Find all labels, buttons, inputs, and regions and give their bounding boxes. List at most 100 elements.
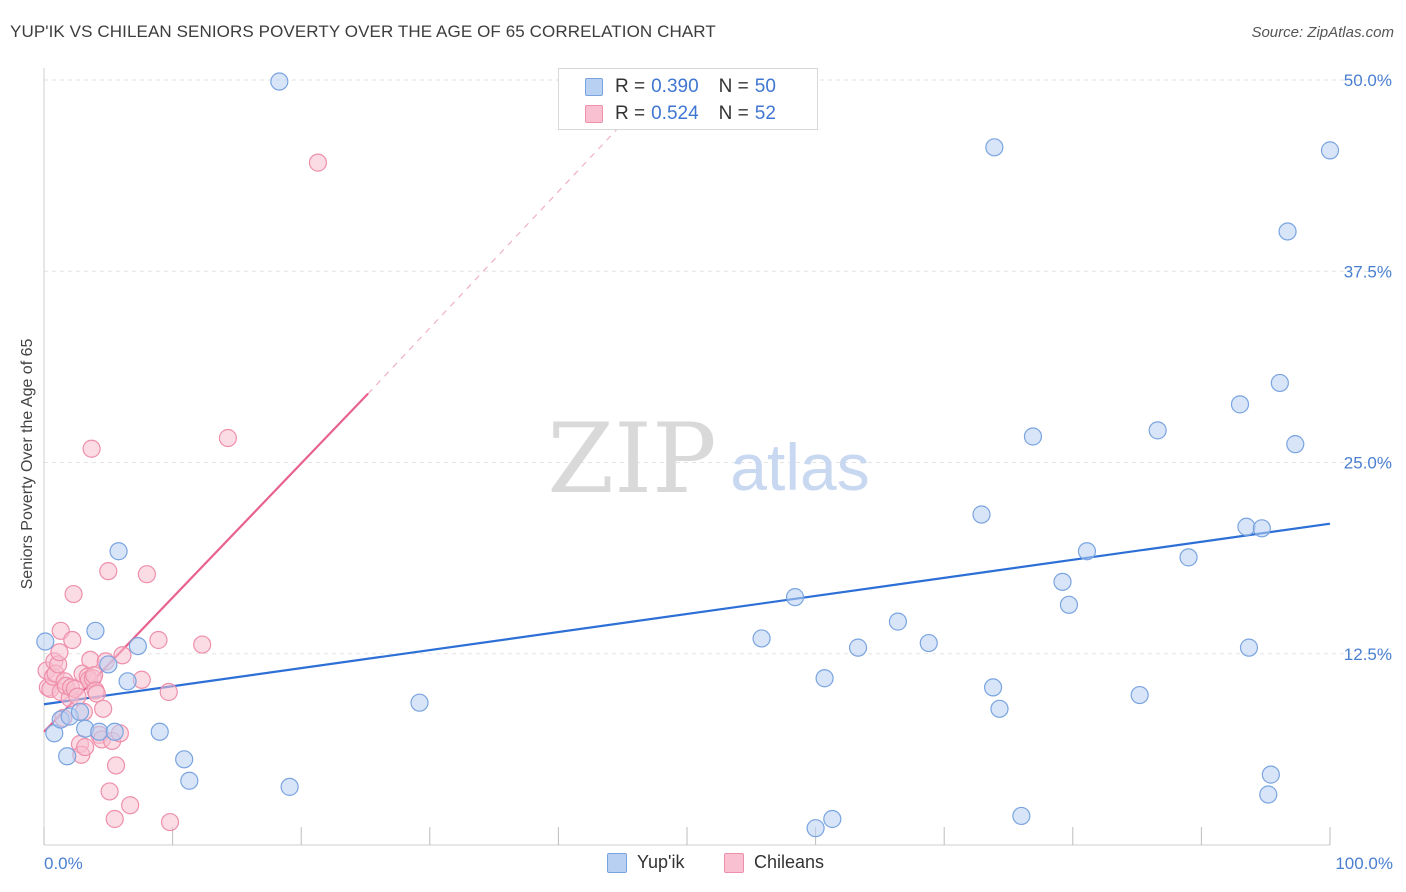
series-swatch-yupik [607, 852, 627, 873]
chileans-point[interactable] [149, 630, 168, 650]
chileans-point[interactable] [105, 809, 124, 829]
yupik-point[interactable] [1179, 548, 1198, 567]
y-tick-label: 50.0% [1344, 71, 1392, 90]
yupik-point[interactable] [180, 771, 199, 790]
chileans-point[interactable] [68, 687, 87, 706]
yupik-point[interactable] [1012, 806, 1031, 826]
yupik-point[interactable] [985, 138, 1004, 157]
yupik-point[interactable] [1252, 519, 1271, 538]
x-tick-label: 0.0% [44, 854, 83, 873]
chileans-point[interactable] [81, 650, 100, 669]
yupik-point[interactable] [1320, 141, 1340, 160]
yupik-point[interactable] [70, 702, 90, 721]
yupik-point[interactable] [410, 693, 429, 712]
yupik-point[interactable] [1023, 427, 1043, 446]
yupik-point[interactable] [919, 633, 938, 653]
chileans-point[interactable] [64, 584, 83, 604]
watermark-zip: ZIP [547, 403, 716, 515]
chileans-point[interactable] [106, 756, 126, 775]
yupik-point[interactable] [128, 636, 147, 656]
yupik-point[interactable] [1270, 373, 1289, 393]
data-points [36, 72, 1340, 838]
chileans-trend-extension [367, 125, 621, 395]
yupik-point[interactable] [983, 678, 1003, 697]
legend-r-value: 0.524 [651, 103, 699, 124]
series-swatch-chileans [724, 852, 744, 873]
yupik-point[interactable] [990, 699, 1009, 718]
chileans-point[interactable] [137, 565, 156, 584]
yupik-point[interactable] [105, 722, 124, 741]
yupik-point[interactable] [1237, 517, 1256, 536]
legend-n-value: 52 [754, 103, 776, 124]
yupik-point[interactable] [1286, 435, 1305, 454]
yupik-point[interactable] [823, 809, 842, 829]
y-tick-label: 25.0% [1344, 454, 1392, 473]
gridlines [44, 79, 1390, 655]
yupik-point[interactable] [86, 621, 105, 640]
yupik-point[interactable] [1148, 421, 1167, 440]
yupik-point[interactable] [109, 542, 128, 561]
chileans-point[interactable] [94, 699, 113, 718]
chileans-point[interactable] [308, 153, 328, 172]
chileans-point[interactable] [85, 666, 104, 685]
yupik-trend-line [43, 522, 1331, 706]
yupik-point[interactable] [806, 819, 825, 838]
yupik-point[interactable] [1278, 222, 1297, 241]
yupik-point[interactable] [785, 588, 805, 607]
chileans-point[interactable] [76, 737, 95, 757]
y-tick-label: 12.5% [1344, 645, 1392, 664]
yupik-point[interactable] [90, 722, 109, 741]
chileans-point[interactable] [82, 439, 101, 458]
chileans-point[interactable] [63, 630, 82, 650]
legend-n-label: N = [718, 103, 749, 124]
legend-r-label: R = [615, 76, 646, 97]
yupik-point[interactable] [1259, 785, 1278, 804]
yupik-point[interactable] [1130, 685, 1149, 705]
chileans-point[interactable] [121, 796, 140, 815]
chileans-point[interactable] [218, 428, 237, 448]
yupik-point[interactable] [280, 777, 299, 796]
yupik-point[interactable] [1059, 595, 1079, 614]
yupik-point[interactable] [36, 632, 55, 651]
chileans-point[interactable] [87, 684, 106, 703]
series-legend-yupik[interactable]: Yup'ik [607, 852, 684, 873]
chileans-point[interactable] [50, 643, 69, 662]
legend-r-label: R = [615, 103, 646, 124]
legend-swatch-yupik [585, 78, 603, 96]
series-legend: Yup'ik Chileans [0, 852, 1406, 876]
chileans-point[interactable] [113, 646, 132, 665]
yupik-point[interactable] [1077, 542, 1097, 561]
axes [43, 68, 1331, 846]
legend-swatch-chileans [585, 105, 603, 123]
chileans-point[interactable] [159, 682, 178, 702]
yupik-point[interactable] [1053, 572, 1072, 591]
chileans-point[interactable] [160, 812, 180, 832]
chart-title: YUP'IK VS CHILEAN SENIORS POVERTY OVER T… [10, 22, 716, 41]
yupik-point[interactable] [99, 655, 118, 674]
yupik-point[interactable] [972, 505, 991, 524]
watermark-atlas: atlas [730, 430, 869, 504]
correlation-legend: R = 0.390 N = 50 R = 0.524 N = 52 [558, 68, 818, 130]
source-credit: Source: ZipAtlas.com [1251, 24, 1394, 41]
x-tick-label: 100.0% [1335, 854, 1393, 873]
yupik-point[interactable] [848, 638, 868, 657]
yupik-point[interactable] [150, 722, 169, 741]
chileans-point[interactable] [193, 635, 212, 654]
legend-n-value: 50 [754, 76, 776, 97]
tick-labels: 12.5% 25.0% 37.5% 50.0% 0.0% 100.0% [44, 71, 1393, 873]
yupik-point[interactable] [752, 629, 771, 648]
yupik-point[interactable] [118, 672, 137, 691]
chileans-point[interactable] [99, 562, 118, 581]
yupik-point[interactable] [815, 669, 834, 688]
series-label-chileans: Chileans [754, 852, 825, 872]
yupik-point[interactable] [270, 72, 289, 91]
yupik-point[interactable] [1239, 638, 1259, 657]
yupik-point[interactable] [888, 612, 908, 631]
y-tick-label: 37.5% [1344, 262, 1392, 281]
series-legend-chileans[interactable]: Chileans [724, 852, 824, 873]
chileans-point[interactable] [100, 782, 119, 801]
yupik-point[interactable] [1230, 395, 1250, 414]
yupik-point[interactable] [175, 750, 194, 769]
yupik-point[interactable] [58, 747, 77, 766]
yupik-point[interactable] [1261, 765, 1280, 784]
